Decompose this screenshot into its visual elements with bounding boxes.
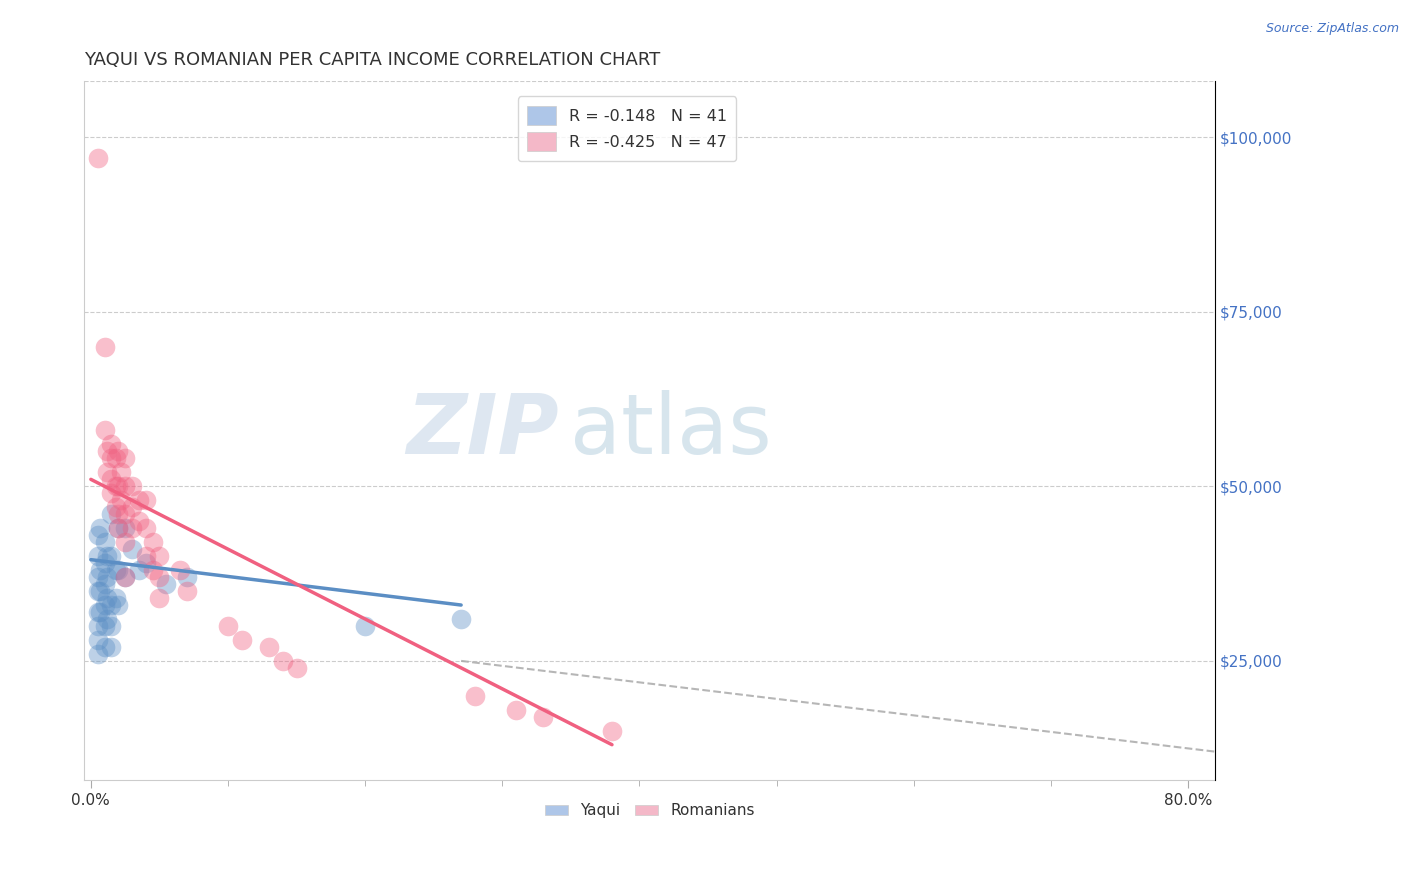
Point [121, 542, 143, 557]
Point [110, 493, 132, 508]
Point [128, 514, 150, 528]
Point [155, 577, 177, 591]
Point [93, 619, 115, 633]
Point [96, 570, 118, 584]
Point [96, 444, 118, 458]
Point [104, 591, 127, 605]
Point [121, 479, 143, 493]
Point [87, 584, 110, 599]
Point [135, 493, 157, 508]
Point [96, 549, 118, 564]
Point [87, 570, 110, 584]
Point [128, 563, 150, 577]
Point [114, 479, 136, 493]
Point [135, 549, 157, 564]
Point [176, 584, 198, 599]
Point [450, 612, 472, 626]
Point [100, 640, 122, 654]
Point [96, 466, 118, 480]
Point [100, 472, 122, 486]
Point [271, 654, 294, 668]
Point [87, 647, 110, 661]
Point [231, 632, 253, 647]
Point [107, 521, 129, 535]
Point [464, 689, 486, 703]
Point [100, 451, 122, 466]
Point [107, 479, 129, 493]
Text: ZIP: ZIP [406, 390, 560, 471]
Point [87, 632, 110, 647]
Point [107, 598, 129, 612]
Point [110, 466, 132, 480]
Point [93, 424, 115, 438]
Point [217, 619, 239, 633]
Point [505, 703, 527, 717]
Point [107, 508, 129, 522]
Point [354, 619, 377, 633]
Point [93, 340, 115, 354]
Point [121, 521, 143, 535]
Point [96, 612, 118, 626]
Point [135, 521, 157, 535]
Point [142, 535, 165, 549]
Point [114, 521, 136, 535]
Point [169, 563, 191, 577]
Legend: Yaqui, Romanians: Yaqui, Romanians [538, 797, 761, 824]
Point [257, 640, 280, 654]
Point [121, 500, 143, 515]
Point [104, 563, 127, 577]
Point [100, 437, 122, 451]
Point [93, 577, 115, 591]
Point [600, 723, 623, 738]
Point [100, 508, 122, 522]
Point [148, 591, 170, 605]
Point [96, 591, 118, 605]
Text: Source: ZipAtlas.com: Source: ZipAtlas.com [1265, 22, 1399, 36]
Point [93, 640, 115, 654]
Point [104, 479, 127, 493]
Point [93, 535, 115, 549]
Point [89, 521, 111, 535]
Point [89, 584, 111, 599]
Point [87, 151, 110, 165]
Point [100, 486, 122, 500]
Point [114, 451, 136, 466]
Point [148, 549, 170, 564]
Point [104, 451, 127, 466]
Point [100, 619, 122, 633]
Point [142, 563, 165, 577]
Point [128, 493, 150, 508]
Point [114, 570, 136, 584]
Point [89, 605, 111, 619]
Point [107, 521, 129, 535]
Point [114, 508, 136, 522]
Point [87, 528, 110, 542]
Point [100, 549, 122, 564]
Text: atlas: atlas [571, 390, 772, 471]
Point [89, 563, 111, 577]
Point [114, 535, 136, 549]
Point [135, 556, 157, 570]
Point [285, 661, 308, 675]
Text: YAQUI VS ROMANIAN PER CAPITA INCOME CORRELATION CHART: YAQUI VS ROMANIAN PER CAPITA INCOME CORR… [84, 51, 661, 69]
Point [531, 710, 554, 724]
Point [100, 598, 122, 612]
Point [114, 570, 136, 584]
Point [107, 563, 129, 577]
Point [107, 444, 129, 458]
Point [104, 500, 127, 515]
Point [176, 570, 198, 584]
Point [148, 570, 170, 584]
Point [93, 598, 115, 612]
Point [87, 605, 110, 619]
Point [93, 556, 115, 570]
Point [87, 549, 110, 564]
Point [87, 619, 110, 633]
